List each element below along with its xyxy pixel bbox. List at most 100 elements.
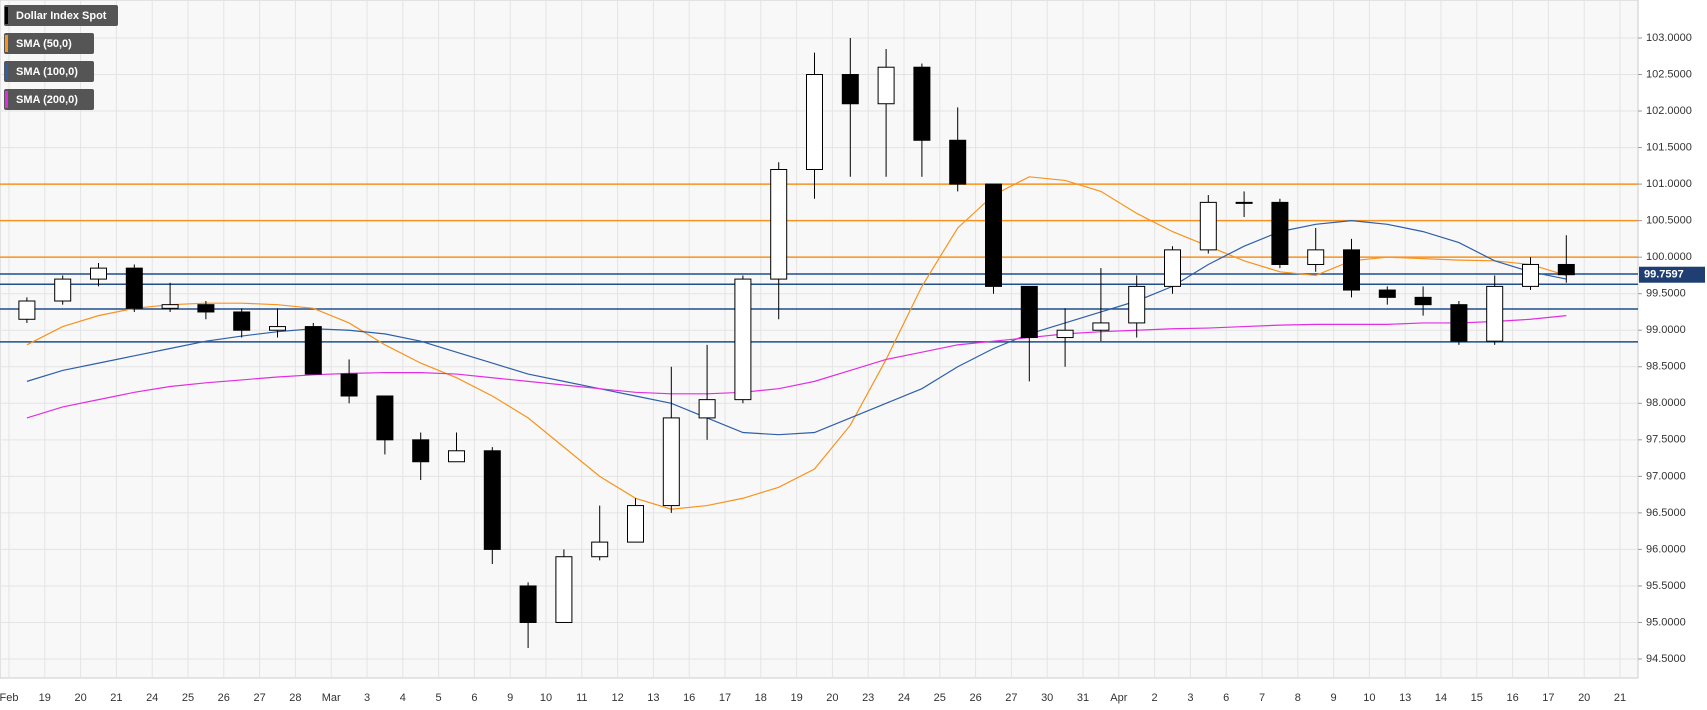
x-tick-label: 18 xyxy=(755,692,767,704)
candle-body xyxy=(806,74,823,170)
x-tick-label: 30 xyxy=(1041,692,1053,704)
x-tick-label: 25 xyxy=(934,692,946,704)
y-tick-label: 99.0000 xyxy=(1646,324,1686,336)
candle-body xyxy=(1092,322,1110,331)
candle-body xyxy=(770,169,788,280)
x-tick-label: 3 xyxy=(364,692,370,704)
candle-body xyxy=(1128,285,1146,324)
candle-body xyxy=(1486,285,1504,342)
x-tick-label: 31 xyxy=(1077,692,1089,704)
x-tick-label: Mar xyxy=(322,692,341,704)
candle-body xyxy=(376,395,394,441)
x-tick-label: 6 xyxy=(471,692,477,704)
x-tick-label: 10 xyxy=(540,692,552,704)
legend: Dollar Index Spot SMA (50,0) SMA (100,0) SM… xyxy=(4,5,118,110)
x-tick-label: 21 xyxy=(110,692,122,704)
legend-label: Dollar Index Spot xyxy=(16,10,107,22)
legend-swatch xyxy=(5,7,8,24)
y-tick-label: 94.5000 xyxy=(1646,653,1686,665)
x-tick-label: 5 xyxy=(436,692,442,704)
x-tick-label: 26 xyxy=(969,692,981,704)
y-tick-label: 103.0000 xyxy=(1646,32,1692,44)
price-tag-label: 99.7597 xyxy=(1644,269,1684,281)
x-tick-label: 2 xyxy=(1152,692,1158,704)
y-tick-label: 98.5000 xyxy=(1646,361,1686,373)
legend-label: SMA (50,0) xyxy=(16,38,72,50)
sma-line xyxy=(26,315,1567,419)
legend-box xyxy=(4,61,94,82)
x-tick-label: 4 xyxy=(400,692,406,704)
candle-body xyxy=(54,278,72,302)
x-tick-label: 16 xyxy=(683,692,695,704)
y-tick-label: 100.0000 xyxy=(1646,251,1692,263)
x-tick-label: 21 xyxy=(1614,692,1626,704)
candle-body xyxy=(985,183,1002,287)
x-tick-label: 7 xyxy=(1259,692,1265,704)
x-tick-label: Feb xyxy=(0,692,18,704)
x-tick-label: 8 xyxy=(1295,692,1301,704)
price-tag xyxy=(1639,266,1705,283)
candle-body xyxy=(1271,201,1289,265)
x-tick-label: 9 xyxy=(1331,692,1337,704)
x-tick-label: 11 xyxy=(576,692,587,704)
candle-body xyxy=(1343,249,1360,291)
candle-body xyxy=(877,66,895,105)
candle-body xyxy=(519,585,537,623)
y-tick-label: 98.0000 xyxy=(1646,397,1686,409)
legend-swatch xyxy=(5,91,8,108)
y-tick-label: 100.5000 xyxy=(1646,215,1692,227)
candle-body xyxy=(698,399,716,419)
x-tick-label: 24 xyxy=(898,692,910,704)
y-tick-label: 97.0000 xyxy=(1646,470,1686,482)
candle-body xyxy=(90,267,107,280)
x-tick-label: 3 xyxy=(1187,692,1193,704)
candle-body xyxy=(233,311,251,331)
legend-box xyxy=(4,5,118,26)
x-tick-label: 9 xyxy=(507,692,513,704)
candle-body xyxy=(1557,263,1575,276)
x-tick-label: 26 xyxy=(218,692,230,704)
candle-body xyxy=(197,304,215,313)
x-tick-label: 19 xyxy=(790,692,802,704)
candle-body xyxy=(662,417,680,507)
x-tick-label: 17 xyxy=(719,692,731,704)
candle-body xyxy=(483,450,501,550)
candle-body xyxy=(161,304,179,309)
candle-body xyxy=(1450,304,1468,342)
x-tick-label: 14 xyxy=(1435,692,1447,704)
y-tick-label: 96.5000 xyxy=(1646,507,1686,519)
legend-swatch xyxy=(5,63,8,80)
legend-label: SMA (100,0) xyxy=(16,66,78,78)
candle-body xyxy=(1414,296,1432,306)
legend-box xyxy=(4,33,94,54)
x-tick-label: 24 xyxy=(146,692,158,704)
y-tick-label: 97.5000 xyxy=(1646,434,1686,446)
x-tick-label: 20 xyxy=(74,692,86,704)
candle-body xyxy=(269,326,286,331)
legend-swatch xyxy=(5,35,8,52)
candle-body xyxy=(1199,201,1217,251)
x-tick-label: 13 xyxy=(1399,692,1411,704)
candle-body xyxy=(18,300,36,320)
candle-body xyxy=(1056,329,1074,339)
x-tick-label: 19 xyxy=(39,692,51,704)
candle-body xyxy=(1307,249,1325,265)
x-tick-label: 27 xyxy=(253,692,265,704)
legend-box xyxy=(4,89,94,110)
x-tick-label: 23 xyxy=(862,692,874,704)
y-tick-label: 101.0000 xyxy=(1646,178,1692,190)
y-tick-label: 99.5000 xyxy=(1646,288,1686,300)
x-tick-label: 16 xyxy=(1506,692,1518,704)
x-tick-label: 6 xyxy=(1223,692,1229,704)
candle-body xyxy=(949,139,967,185)
x-tick-label: 13 xyxy=(647,692,659,704)
candle-body xyxy=(1164,249,1181,287)
y-tick-label: 96.0000 xyxy=(1646,543,1686,555)
candle-body xyxy=(841,74,859,105)
candle-body xyxy=(913,66,931,141)
x-tick-label: 27 xyxy=(1005,692,1017,704)
candle-body xyxy=(340,373,358,397)
sma-line xyxy=(26,220,1567,436)
candle-body xyxy=(412,439,430,463)
